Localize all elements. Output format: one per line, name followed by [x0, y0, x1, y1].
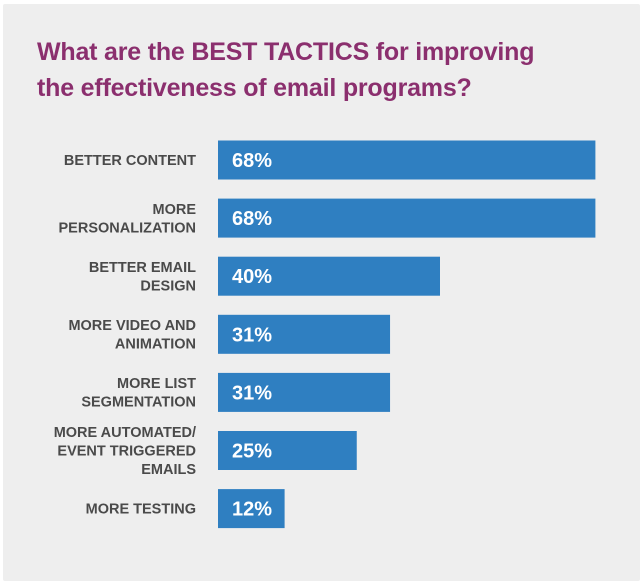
category-label-6-line-3: EMAILS — [141, 462, 196, 478]
bar-3 — [218, 256, 440, 296]
bar-value-label-3: 40% — [232, 266, 272, 288]
bar-1 — [218, 140, 596, 180]
category-label-4-line-2: ANIMATION — [115, 337, 196, 353]
chart-title-line-2: the effectiveness of email programs? — [37, 74, 472, 102]
bar-value-label-5: 31% — [232, 382, 272, 404]
bar-4 — [218, 314, 391, 354]
bar-value-label-7: 12% — [232, 499, 272, 521]
bars-layer: 68% 68% 40% 31% 31% 25% 12% — [218, 140, 596, 529]
category-label-5-line-1: MORE LIST — [117, 376, 196, 392]
category-label-5-line-2: SEGMENTATION — [81, 395, 196, 411]
chart-title-line-1: What are the BEST TACTICS for improving — [37, 38, 535, 66]
category-label-3-line-1: BETTER EMAIL — [89, 260, 196, 276]
bar-7 — [218, 489, 285, 529]
category-label-4-line-1: MORE VIDEO AND — [68, 318, 196, 334]
category-label-1-line-1: BETTER CONTENT — [64, 153, 196, 169]
bar-2 — [218, 198, 596, 238]
bar-value-label-4: 31% — [232, 324, 272, 346]
bar-value-label-2: 68% — [232, 208, 272, 230]
bar-value-label-1: 68% — [232, 150, 272, 172]
category-label-7-line-1: MORE TESTING — [86, 502, 196, 518]
chart-title: What are the BEST TACTICS for improving … — [37, 34, 617, 106]
bar-value-label-6: 25% — [232, 441, 272, 463]
bar-6 — [218, 431, 357, 470]
category-label-6-line-1: MORE AUTOMATED/ — [54, 425, 196, 441]
category-label-2-line-1: MORE — [153, 202, 197, 218]
category-labels-layer: BETTER CONTENT MORE PERSONALIZATION BETTER … — [54, 153, 197, 518]
category-label-3-line-2: DESIGN — [140, 278, 196, 294]
category-label-2-line-2: PERSONALIZATION — [59, 220, 196, 236]
category-label-6-line-2: EVENT TRIGGERED — [57, 444, 196, 460]
bar-5 — [218, 372, 391, 412]
